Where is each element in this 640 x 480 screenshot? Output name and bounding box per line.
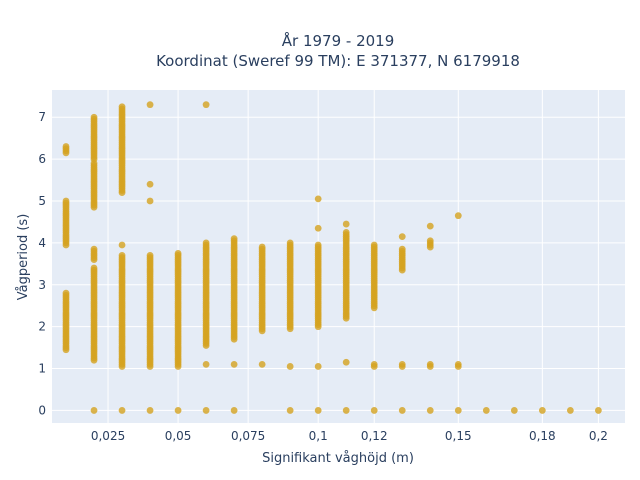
y-tick-label: 5 — [38, 194, 46, 208]
data-point — [426, 407, 434, 414]
data-point — [314, 407, 322, 414]
data-point — [426, 237, 434, 245]
data-point — [90, 407, 98, 414]
data-point — [146, 180, 154, 188]
data-point — [230, 235, 238, 243]
chart-title-line1: År 1979 - 2019 — [282, 31, 395, 50]
data-point — [342, 407, 350, 414]
data-point — [314, 363, 322, 370]
data-point — [146, 197, 154, 205]
data-point — [342, 229, 350, 236]
chart-title-line2: Koordinat (Sweref 99 TM): E 371377, N 61… — [156, 52, 520, 70]
y-axis-title: Vågperiod (s) — [16, 214, 31, 301]
x-tick-label: 0,025 — [91, 429, 125, 443]
data-point — [594, 407, 602, 414]
data-point — [454, 360, 462, 368]
data-point — [370, 407, 378, 414]
data-point — [62, 143, 70, 150]
data-point — [146, 407, 154, 414]
data-point — [90, 245, 98, 253]
data-point — [174, 407, 182, 414]
y-tick-label: 3 — [38, 278, 46, 292]
data-point — [398, 407, 406, 414]
data-point — [62, 289, 70, 297]
data-points — [62, 101, 602, 414]
x-tick-label: 0,18 — [529, 429, 556, 443]
x-tick-label: 0,2 — [589, 429, 608, 443]
y-tick-label: 0 — [38, 403, 46, 417]
data-point — [398, 360, 406, 368]
x-tick-label: 0,05 — [165, 429, 192, 443]
data-point — [258, 243, 266, 251]
data-point — [146, 252, 154, 259]
data-point — [118, 103, 126, 111]
y-axis-ticks: 0 1 2 3 4 5 6 7 — [38, 110, 46, 417]
data-point — [286, 239, 294, 247]
data-point — [62, 197, 70, 205]
data-point — [566, 407, 574, 414]
data-point — [538, 407, 546, 414]
plot-area — [52, 90, 625, 423]
x-axis-ticks: 0,025 0,05 0,075 0,1 0,12 0,15 0,18 0,2 — [91, 429, 608, 443]
data-point — [510, 407, 518, 414]
data-point — [230, 360, 238, 368]
y-tick-label: 4 — [38, 236, 46, 250]
data-point — [314, 224, 322, 232]
data-point — [370, 241, 378, 249]
data-point — [342, 220, 350, 228]
data-point — [398, 245, 406, 253]
data-point — [90, 113, 98, 121]
y-tick-label: 6 — [38, 152, 46, 166]
data-point — [230, 407, 238, 414]
x-tick-label: 0,1 — [309, 429, 328, 443]
data-point — [482, 407, 490, 414]
y-tick-label: 7 — [38, 110, 46, 124]
x-axis-title: Signifikant våghöjd (m) — [262, 451, 414, 466]
data-point — [146, 101, 154, 109]
x-tick-label: 0,15 — [445, 429, 472, 443]
data-point — [426, 222, 434, 230]
data-point — [202, 239, 210, 247]
data-point — [314, 241, 322, 249]
data-point — [202, 360, 210, 368]
data-point — [314, 195, 322, 203]
data-point — [370, 360, 378, 368]
data-point — [398, 233, 406, 241]
data-point — [118, 241, 126, 249]
y-tick-label: 1 — [38, 362, 46, 376]
data-point — [286, 363, 294, 370]
data-point — [258, 360, 266, 368]
data-point — [202, 407, 210, 414]
data-point — [286, 407, 294, 414]
data-point — [118, 407, 126, 414]
data-point — [342, 358, 350, 366]
data-point — [454, 407, 462, 414]
y-tick-label: 2 — [38, 320, 46, 334]
data-point — [454, 212, 462, 220]
data-point — [118, 252, 126, 259]
x-tick-label: 0,12 — [361, 429, 388, 443]
data-point — [90, 264, 98, 272]
x-tick-label: 0,075 — [231, 429, 265, 443]
data-point — [426, 360, 434, 368]
data-point — [202, 101, 210, 109]
data-point — [174, 249, 182, 257]
